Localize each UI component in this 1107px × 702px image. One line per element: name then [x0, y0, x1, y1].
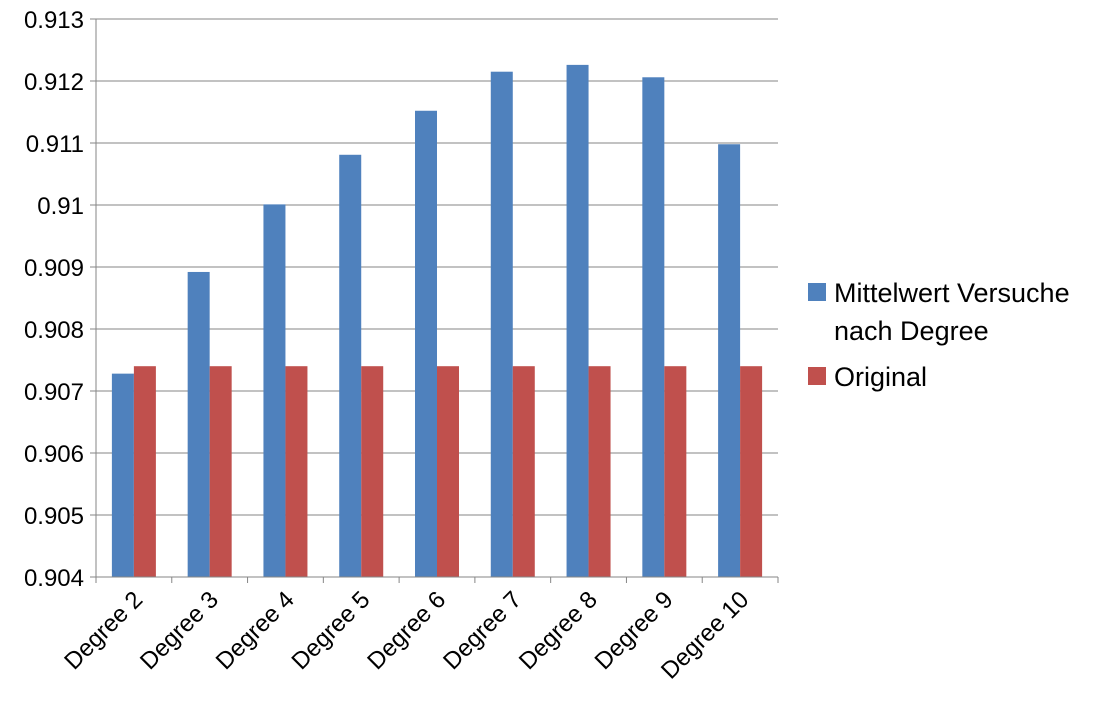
bar-original-degree-10 [740, 366, 763, 577]
bar-mittelwert-degree-3 [187, 271, 210, 577]
bar-original-degree-7 [512, 366, 535, 577]
bar-original-degree-5 [361, 366, 384, 577]
y-axis-tick-labels: 0.904 0.905 0.906 0.907 0.908 0.909 0.91 0.911 0… [24, 7, 84, 592]
legend-label: Mittelwert Versuche [834, 278, 1070, 308]
y-tick-label: 0.909 [24, 255, 84, 282]
bar-mittelwert-degree-9 [642, 77, 665, 577]
bar-original-degree-9 [664, 366, 687, 577]
bar-mittelwert-degree-4 [263, 204, 286, 577]
bar-mittelwert-degree-6 [415, 110, 437, 577]
legend: Mittelwert Versuche nach Degree Original [808, 278, 1070, 392]
x-tick-label: Degree 6 [362, 586, 451, 675]
bar-mittelwert-degree-8 [566, 64, 589, 577]
bar-original-degree-3 [209, 366, 232, 577]
y-tick-label: 0.913 [24, 7, 84, 34]
y-tick-label: 0.906 [24, 441, 84, 468]
legend-label: Original [834, 362, 927, 392]
legend-swatch [808, 367, 826, 385]
y-tick-label: 0.904 [24, 565, 84, 592]
x-tick-label: Degree 4 [211, 586, 300, 675]
y-tick-label: 0.91 [37, 193, 84, 220]
bar-original-degree-8 [588, 366, 611, 577]
x-tick-label: Degree 7 [438, 586, 527, 675]
bar-mittelwert-degree-2 [111, 373, 134, 577]
x-tick-label: Degree 3 [135, 586, 224, 675]
bars [111, 64, 763, 578]
bar-mittelwert-degree-5 [339, 154, 362, 577]
bar-mittelwert-degree-10 [718, 144, 741, 578]
y-tick-label: 0.911 [26, 131, 84, 158]
y-tick-label: 0.905 [24, 503, 84, 530]
bar-original-degree-4 [285, 366, 308, 577]
x-tick-label: Degree 5 [287, 586, 376, 675]
legend-swatch [808, 283, 826, 301]
x-tick-label: Degree 2 [59, 586, 148, 675]
legend-label: nach Degree [834, 316, 989, 346]
bar-mittelwert-degree-7 [490, 71, 513, 577]
axes [90, 18, 779, 583]
x-tick-label: Degree 8 [514, 586, 603, 675]
bar-original-degree-6 [437, 366, 459, 577]
y-tick-label: 0.908 [24, 317, 84, 344]
y-tick-label: 0.912 [24, 69, 84, 96]
y-tick-label: 0.907 [24, 379, 84, 406]
bar-original-degree-2 [133, 366, 156, 577]
